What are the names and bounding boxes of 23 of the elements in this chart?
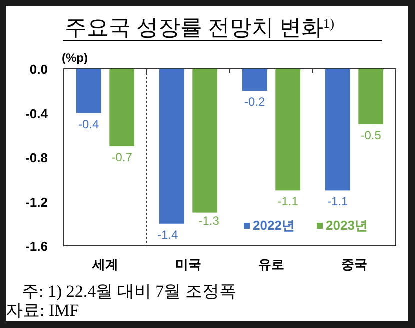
y-tick-label: -0.8 <box>26 150 48 166</box>
data-label: -1.4 <box>158 228 179 242</box>
chart-title: 주요국 성장률 전망치 변화$^{1)}$ <box>65 15 334 40</box>
legend-label: 2022년 <box>253 218 295 233</box>
data-label: -1.3 <box>198 214 220 228</box>
data-label: -0.4 <box>78 117 100 132</box>
y-tick-label: -1.6 <box>26 239 48 254</box>
data-label: -0.5 <box>360 128 382 142</box>
x-tick-label: 유로 <box>258 257 284 272</box>
y-tick-label: 0.0 <box>30 62 48 77</box>
data-label: -1.1 <box>328 194 349 209</box>
y-tick-label: -1.2 <box>26 194 48 210</box>
data-label: -1.1 <box>278 194 299 209</box>
data-label: -0.2 <box>244 95 266 110</box>
y-tick-label: -0.4 <box>26 106 49 122</box>
x-tick-label: 세계 <box>92 257 118 272</box>
legend-label: 2023년 <box>326 218 368 233</box>
x-tick-label: 미국 <box>176 257 202 272</box>
text: 자료: IMF <box>6 301 80 320</box>
text: 주: 1) 22.4월 대비 7월 조정폭 <box>22 282 236 301</box>
y-axis-title: (%p) <box>62 51 88 65</box>
x-tick-label: 중국 <box>342 257 368 272</box>
data-label: -0.7 <box>112 150 133 164</box>
